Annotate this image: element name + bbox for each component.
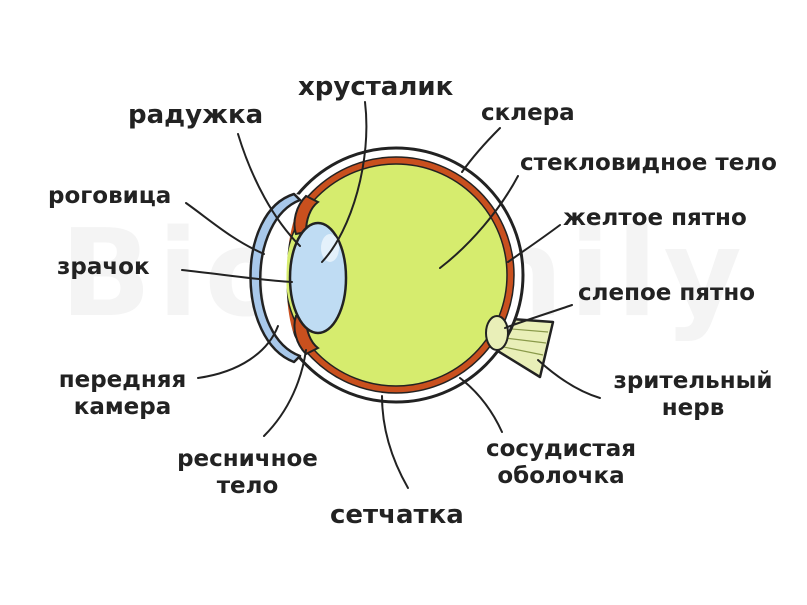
label-retina: сетчатка <box>330 500 464 530</box>
label-vitreous-body: стекловидное тело <box>520 150 777 176</box>
pointer-cornea <box>185 202 265 255</box>
label-anterior-chamber-line2: камера <box>73 394 172 420</box>
label-choroid: сосудистая оболочка <box>476 436 646 490</box>
label-optic-nerve-line2: нерв <box>661 395 725 421</box>
pointer-anterior-chamber <box>197 325 279 379</box>
label-ciliary-body: ресничное тело <box>170 446 325 500</box>
label-optic-nerve: зрительный нерв <box>603 368 783 422</box>
pointer-retina <box>381 395 409 489</box>
label-ciliary-body-line1: ресничное <box>177 446 318 472</box>
label-blind-spot: слепое пятно <box>578 280 756 306</box>
pointer-ciliary-body <box>263 349 307 437</box>
pointer-lens <box>321 101 368 263</box>
pointer-pupil <box>181 269 293 283</box>
anterior-segment-shape <box>262 192 306 360</box>
lens-highlight <box>321 234 339 262</box>
pointer-lines <box>181 101 601 489</box>
pointer-choroid <box>459 377 503 433</box>
label-sclera: склера <box>481 100 575 126</box>
label-ciliary-body-line2: тело <box>216 473 279 499</box>
label-anterior-chamber-line1: передняя <box>58 367 187 393</box>
label-choroid-line2: оболочка <box>497 463 625 489</box>
pointer-vitreous <box>439 175 519 269</box>
label-optic-nerve-line1: зрительный <box>613 368 773 394</box>
pointer-sclera <box>461 127 501 173</box>
label-anterior-chamber: передняя камера <box>50 367 195 421</box>
cornea-shape <box>249 192 302 364</box>
pointer-optic-nerve <box>537 359 601 399</box>
label-macula: желтое пятно <box>563 205 747 231</box>
label-choroid-line1: сосудистая <box>485 436 636 462</box>
pointer-blind-spot <box>504 304 573 329</box>
optic-disc-shape <box>485 315 509 351</box>
label-cornea: роговица <box>48 183 172 209</box>
pointer-iris <box>237 133 301 247</box>
label-pupil: зрачок <box>57 254 150 280</box>
label-lens: хрусталик <box>298 72 454 102</box>
label-iris: радужка <box>128 100 264 130</box>
pointer-macula <box>507 224 561 263</box>
